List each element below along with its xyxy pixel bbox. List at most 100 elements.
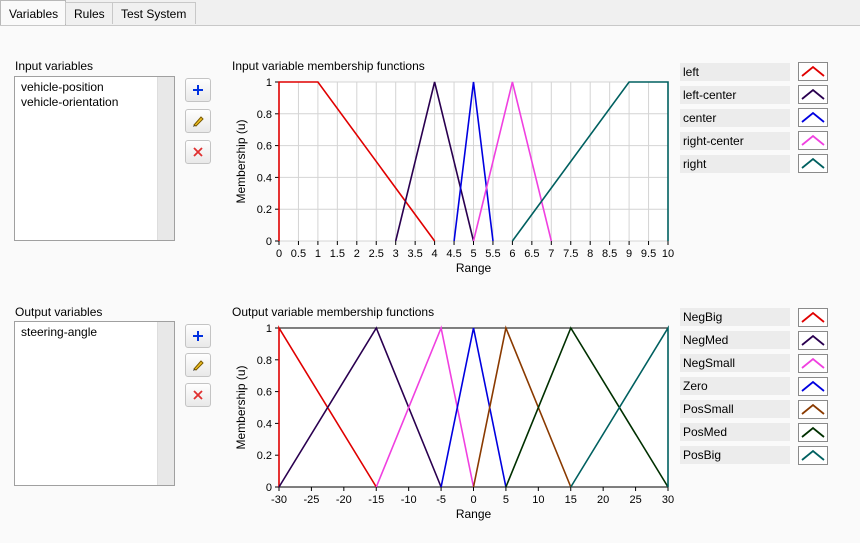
x-tick-label: 0.5 — [291, 248, 306, 260]
legend-item-posmed: PosMed — [680, 423, 790, 441]
legend-item-zero: Zero — [680, 377, 790, 395]
y-tick-label: 0.8 — [257, 109, 272, 121]
tab-divider — [0, 25, 860, 26]
legend-label: left — [683, 65, 700, 79]
swatch-zero[interactable] — [798, 377, 828, 396]
list-item[interactable]: vehicle-orientation — [21, 95, 119, 109]
legend-item-right-center: right-center — [680, 132, 790, 150]
add-output-variable-button[interactable] — [185, 324, 211, 348]
swatch-left[interactable] — [798, 62, 828, 81]
x-tick-label: 8 — [587, 248, 593, 260]
delete-output-variable-button[interactable] — [185, 383, 211, 407]
input-membership-chart: Input variable membership functions 0 0.5… — [232, 59, 674, 275]
list-item[interactable]: steering-angle — [21, 325, 98, 339]
legend-marker-icon — [801, 357, 825, 369]
y-tick-label: 1 — [266, 77, 272, 89]
delete-input-variable-button[interactable] — [185, 140, 211, 164]
plus-icon — [193, 331, 203, 341]
x-tick-label: 7.5 — [563, 248, 578, 260]
legend-marker-icon — [801, 426, 825, 438]
tab-rules[interactable]: Rules — [65, 2, 113, 24]
edit-output-variable-button[interactable] — [185, 353, 211, 377]
input-variables-title: Input variables — [15, 59, 94, 73]
x-tick-label: 1.5 — [330, 248, 345, 260]
legend-item-left: left — [680, 63, 790, 81]
series-line-posmed — [505, 326, 669, 488]
output-membership-chart: Output variable membership functions -30… — [232, 305, 674, 521]
list-item[interactable]: vehicle-position — [21, 80, 104, 94]
y-tick-label: 0 — [266, 482, 272, 494]
input-variables-list[interactable]: vehicle-position vehicle-orientation — [14, 76, 175, 241]
swatch-posbig[interactable] — [798, 446, 828, 465]
series-line-negmed — [278, 326, 442, 488]
tab-variables[interactable]: Variables — [0, 0, 66, 26]
x-tick-label: 9 — [626, 248, 632, 260]
legend-label: center — [683, 111, 717, 125]
legend-label: PosBig — [683, 448, 722, 462]
swatch-center[interactable] — [798, 108, 828, 127]
x-tick-label: 8.5 — [602, 248, 617, 260]
legend-item-posbig: PosBig — [680, 446, 790, 464]
add-input-variable-button[interactable] — [185, 78, 211, 102]
legend-label: PosSmall — [683, 402, 734, 416]
series-line-zero — [440, 327, 507, 488]
x-tick-label: -5 — [436, 494, 446, 506]
x-tick-label: 3.5 — [408, 248, 423, 260]
y-axis-label: Membership (u) — [234, 119, 248, 203]
list-scrollbar[interactable] — [157, 322, 174, 485]
chart-title: Input variable membership functions — [232, 59, 425, 73]
legend-marker-icon — [801, 334, 825, 346]
legend-marker-icon — [801, 380, 825, 392]
list-scrollbar[interactable] — [157, 77, 174, 240]
y-tick-label: 0 — [266, 236, 272, 248]
series-line-right-center — [472, 81, 553, 242]
legend-item-right: right — [680, 155, 790, 173]
swatch-posmed[interactable] — [798, 423, 828, 442]
swatch-right[interactable] — [798, 154, 828, 173]
y-tick-label: 0.6 — [257, 387, 272, 399]
legend-item-possmall: PosSmall — [680, 400, 790, 418]
y-axis-label: Membership (u) — [234, 365, 248, 449]
series-line-negsmall — [375, 325, 475, 488]
swatch-possmall[interactable] — [798, 400, 828, 419]
pencil-icon — [193, 360, 204, 371]
legend-marker-icon — [801, 65, 825, 77]
swatch-negmed[interactable] — [798, 331, 828, 350]
legend-item-negmed: NegMed — [680, 331, 790, 349]
x-tick-label: 7 — [548, 248, 554, 260]
swatch-negbig[interactable] — [798, 308, 828, 327]
x-tick-label: 2 — [354, 248, 360, 260]
x-tick-label: -15 — [368, 494, 384, 506]
y-tick-label: 0.6 — [257, 141, 272, 153]
series-line-posbig — [570, 325, 669, 488]
x-tick-label: 10 — [662, 248, 674, 260]
legend-marker-icon — [801, 157, 825, 169]
x-tick-label: -30 — [271, 494, 287, 506]
legend-label: NegSmall — [683, 356, 736, 370]
swatch-right-center[interactable] — [798, 131, 828, 150]
legend-label: NegMed — [683, 333, 729, 347]
tab-test-system[interactable]: Test System — [112, 2, 196, 24]
legend-label: NegBig — [683, 310, 723, 324]
legend-label: PosMed — [683, 425, 728, 439]
swatch-left-center[interactable] — [798, 85, 828, 104]
edit-input-variable-button[interactable] — [185, 109, 211, 133]
x-tick-label: 1 — [315, 248, 321, 260]
series-line-possmall — [472, 325, 572, 488]
y-tick-label: 0.2 — [257, 204, 272, 216]
output-variables-list[interactable]: steering-angle — [14, 321, 175, 486]
output-variables-title: Output variables — [15, 305, 103, 319]
tab-bar: Variables Rules Test System — [0, 0, 860, 26]
x-tick-label: 0 — [276, 248, 282, 260]
plot-area — [278, 327, 669, 488]
x-tick-label: 4 — [432, 248, 438, 260]
legend-label: Zero — [683, 379, 708, 393]
legend-marker-icon — [801, 111, 825, 123]
swatch-negsmall[interactable] — [798, 354, 828, 373]
x-tick-label: 4.5 — [446, 248, 461, 260]
legend-item-negsmall: NegSmall — [680, 354, 790, 372]
y-tick-label: 0.4 — [257, 172, 272, 184]
y-tick-label: 0.8 — [257, 355, 272, 367]
x-axis-label: Range — [456, 507, 492, 521]
legend-marker-icon — [801, 88, 825, 100]
